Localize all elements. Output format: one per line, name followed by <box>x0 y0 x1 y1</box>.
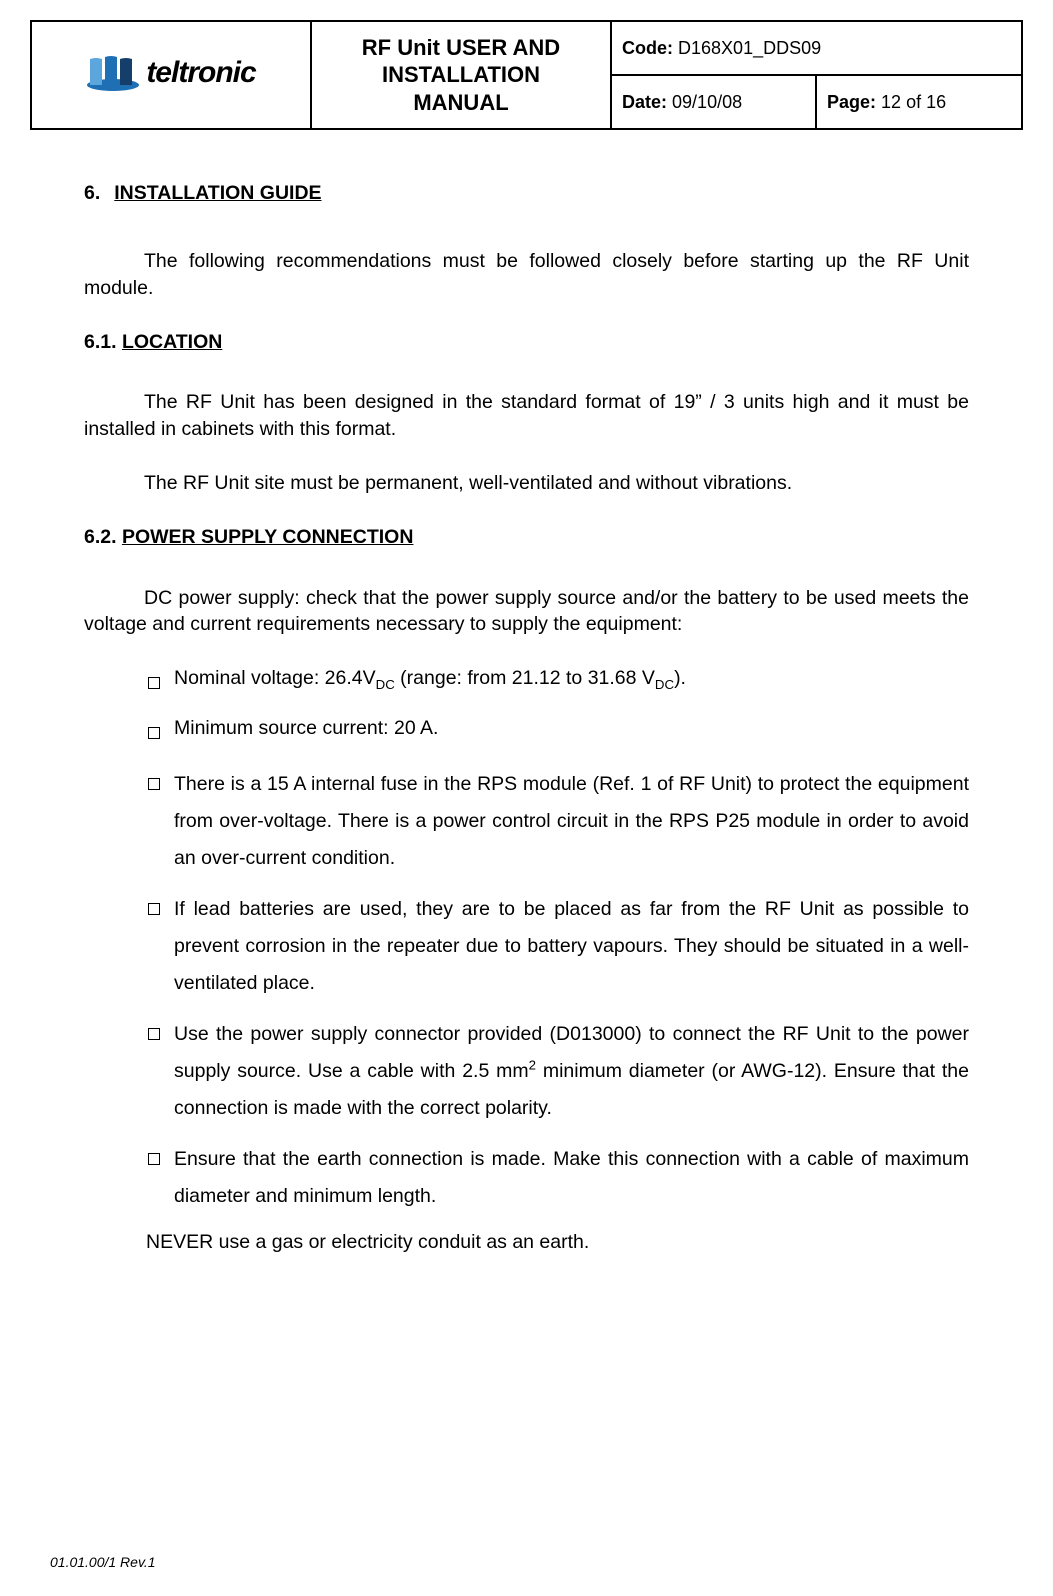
section-6-number: 6. <box>84 180 100 206</box>
date-label: Date: <box>622 92 667 112</box>
doc-title-line-1: RF Unit USER AND <box>316 34 606 62</box>
section-6-1-heading: 6.1. LOCATION <box>84 329 969 355</box>
section-6-1-p2: The RF Unit site must be permanent, well… <box>84 470 969 496</box>
logo-cell: teltronic <box>31 21 311 129</box>
never-warning: NEVER use a gas or electricity conduit a… <box>84 1229 969 1255</box>
list-item: There is a 15 A internal fuse in the RPS… <box>148 766 969 877</box>
bullet-1-pre: Nominal voltage: 26.4V <box>174 667 376 689</box>
list-item: Minimum source current: 20 A. <box>148 715 969 741</box>
section-6-2-number: 6.2. <box>84 526 117 548</box>
header-table: teltronic RF Unit USER AND INSTALLATION … <box>30 20 1023 130</box>
code-cell: Code: D168X01_DDS09 <box>611 21 1022 75</box>
code-value: D168X01_DDS09 <box>678 38 821 58</box>
page-value: 12 of 16 <box>881 92 946 112</box>
bullet-4: If lead batteries are used, they are to … <box>174 898 969 994</box>
bullet-6: Ensure that the earth connection is made… <box>174 1148 969 1207</box>
bullet-2: Minimum source current: 20 A. <box>174 717 438 739</box>
bullet-1-mid: (range: from 21.12 to 31.68 V <box>395 667 655 689</box>
section-6-intro: The following recommendations must be fo… <box>84 248 969 301</box>
bullet-5-sup: 2 <box>529 1058 536 1073</box>
list-item: Nominal voltage: 26.4VDC (range: from 21… <box>148 665 969 691</box>
section-6-2-heading: 6.2. POWER SUPPLY CONNECTION <box>84 524 969 550</box>
doc-title-line-3: MANUAL <box>316 89 606 117</box>
section-6-1-p1: The RF Unit has been designed in the sta… <box>84 389 969 442</box>
bullet-1-sub1: DC <box>376 677 395 692</box>
footer-revision: 01.01.00/1 Rev.1 <box>50 1554 156 1570</box>
bullet-1-post: ). <box>674 667 686 689</box>
doc-title-cell: RF Unit USER AND INSTALLATION MANUAL <box>311 21 611 129</box>
brand-logo: teltronic <box>86 55 255 91</box>
list-item: Ensure that the earth connection is made… <box>148 1141 969 1215</box>
code-label: Code: <box>622 38 673 58</box>
section-6-2-p1: DC power supply: check that the power su… <box>84 585 969 638</box>
doc-title-line-2: INSTALLATION <box>316 61 606 89</box>
section-6-title: INSTALLATION GUIDE <box>114 180 321 206</box>
list-item: If lead batteries are used, they are to … <box>148 891 969 1002</box>
section-6-heading: 6. INSTALLATION GUIDE <box>84 180 969 206</box>
date-value: 09/10/08 <box>672 92 742 112</box>
brand-name: teltronic <box>146 56 255 90</box>
page-label: Page: <box>827 92 876 112</box>
logo-mark-icon <box>86 55 140 91</box>
requirement-list: Nominal voltage: 26.4VDC (range: from 21… <box>84 665 969 1215</box>
date-cell: Date: 09/10/08 <box>611 75 816 129</box>
content-area: 6. INSTALLATION GUIDE The following reco… <box>30 130 1023 1256</box>
page-cell: Page: 12 of 16 <box>816 75 1022 129</box>
list-item: Use the power supply connector provided … <box>148 1016 969 1127</box>
bullet-3: There is a 15 A internal fuse in the RPS… <box>174 773 969 869</box>
section-6-2-title: POWER SUPPLY CONNECTION <box>122 526 413 548</box>
section-6-1-number: 6.1. <box>84 331 117 353</box>
document-page: teltronic RF Unit USER AND INSTALLATION … <box>0 0 1053 1596</box>
section-6-1-title: LOCATION <box>122 331 222 353</box>
bullet-1-sub2: DC <box>655 677 674 692</box>
